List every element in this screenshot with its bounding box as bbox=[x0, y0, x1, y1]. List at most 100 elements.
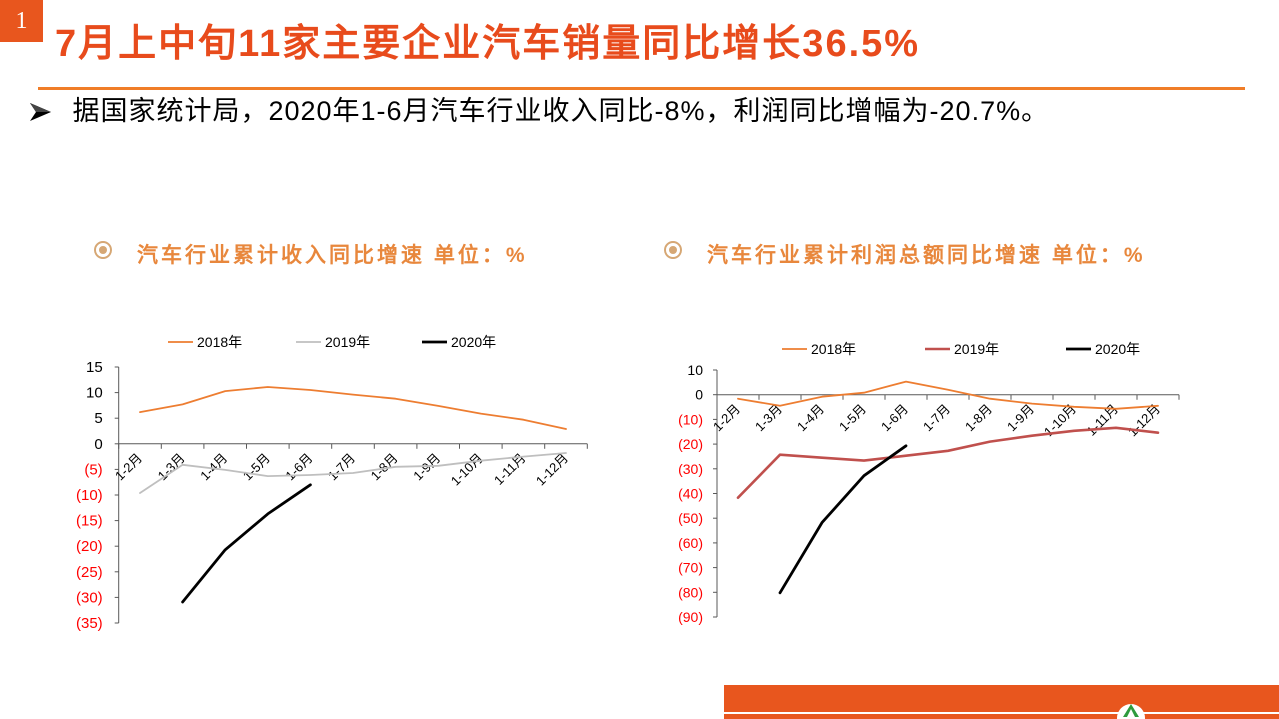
radio-bullet-icon bbox=[94, 241, 112, 259]
data-point-2019 bbox=[266, 474, 270, 478]
data-point-2018 bbox=[1072, 405, 1076, 409]
legend-label-2018: 2018年 bbox=[197, 334, 242, 350]
series-2019 bbox=[736, 426, 1160, 500]
y-tick-label: (25) bbox=[76, 564, 103, 581]
profit-growth-line-chart: 2018年 2019年 2020年 10 0 (10) (20) (30) (40) (50) (6… bbox=[678, 341, 1180, 625]
data-point-2019 bbox=[181, 463, 185, 467]
data-point-2019 bbox=[223, 468, 227, 472]
data-point-2019 bbox=[820, 456, 824, 460]
data-point-2018 bbox=[1030, 402, 1034, 406]
legend-label-2019: 2019年 bbox=[325, 334, 370, 350]
data-point-2020 bbox=[778, 591, 782, 595]
data-point-2018 bbox=[351, 393, 355, 397]
data-point-2020 bbox=[181, 600, 185, 604]
line-2020 bbox=[181, 483, 312, 604]
radio-bullet-icon bbox=[664, 241, 682, 259]
y-tick-label: 5 bbox=[94, 410, 102, 427]
y-tick-label: (30) bbox=[76, 589, 103, 606]
legend-label-2020: 2020年 bbox=[1095, 341, 1140, 357]
x-tick-label: 1-6月 bbox=[282, 450, 315, 483]
series-2018 bbox=[139, 385, 568, 431]
x-tick-label: 1-2月 bbox=[112, 450, 145, 483]
data-point-2018 bbox=[1156, 404, 1160, 408]
y-tick-label: (15) bbox=[76, 513, 103, 530]
chart-1-title: 汽车行业累计收入同比增速 单位：% bbox=[137, 244, 528, 267]
data-point-2019 bbox=[138, 491, 142, 495]
data-point-2020 bbox=[904, 444, 908, 448]
y-tick-label: (70) bbox=[678, 560, 703, 576]
data-point-2020 bbox=[308, 483, 312, 487]
y-tick-label: 0 bbox=[695, 387, 703, 403]
data-point-2018 bbox=[778, 404, 782, 408]
footer-divider bbox=[724, 712, 1279, 714]
data-point-2018 bbox=[904, 380, 908, 384]
series-2020 bbox=[778, 444, 908, 595]
line-2019 bbox=[736, 426, 1160, 499]
data-point-2018 bbox=[223, 389, 227, 393]
data-point-2018 bbox=[266, 385, 270, 389]
legend-label-2020: 2020年 bbox=[451, 334, 496, 350]
legend: 2018年 2019年 2020年 bbox=[782, 341, 1140, 357]
series-2019 bbox=[138, 451, 568, 495]
arrow-bullet-icon bbox=[30, 99, 52, 121]
y-tick-label: (90) bbox=[678, 609, 703, 625]
data-point-2018 bbox=[479, 412, 483, 416]
x-tick-label: 1-3月 bbox=[155, 450, 188, 483]
y-tick-label: 10 bbox=[86, 385, 103, 402]
data-point-2018 bbox=[946, 388, 950, 392]
y-tick-label: (60) bbox=[678, 535, 703, 551]
legend-label-2018: 2018年 bbox=[811, 341, 856, 357]
y-tick-label: (10) bbox=[76, 487, 103, 504]
line-2019 bbox=[139, 452, 567, 494]
data-point-2019 bbox=[862, 459, 866, 463]
data-point-2019 bbox=[521, 455, 525, 459]
data-point-2019 bbox=[436, 464, 440, 468]
y-tick-label: (35) bbox=[76, 615, 103, 632]
data-point-2018 bbox=[394, 397, 398, 401]
data-point-2019 bbox=[1114, 426, 1118, 430]
data-point-2019 bbox=[988, 440, 992, 444]
data-point-2019 bbox=[736, 496, 740, 500]
x-tick-label: 1-6月 bbox=[878, 401, 911, 434]
y-tick-label: 15 bbox=[86, 359, 103, 376]
x-tick-label: 1-7月 bbox=[920, 401, 953, 434]
data-point-2018 bbox=[564, 427, 568, 431]
footer-bar bbox=[724, 685, 1279, 719]
y-tick-label: (5) bbox=[84, 461, 102, 478]
x-tick-label: 1-5月 bbox=[240, 450, 273, 483]
data-point-2020 bbox=[223, 548, 227, 552]
slide-number: 1 bbox=[15, 8, 28, 34]
x-tick-label: 1-10月 bbox=[448, 450, 486, 488]
y-tick-label: (20) bbox=[76, 538, 103, 555]
series-2018 bbox=[736, 380, 1160, 410]
data-point-2019 bbox=[394, 465, 398, 469]
x-tick-label: 1-5月 bbox=[836, 401, 869, 434]
y-axis: 10 0 (10) (20) (30) (40) (50) (60) (70) (80) (90) bbox=[678, 362, 718, 625]
title-underline bbox=[38, 87, 1245, 90]
y-tick-label: (20) bbox=[678, 436, 703, 452]
line-2018 bbox=[737, 380, 1159, 410]
data-point-2020 bbox=[266, 512, 270, 516]
series-2020 bbox=[181, 483, 312, 604]
data-point-2019 bbox=[946, 449, 950, 453]
data-point-2019 bbox=[479, 459, 483, 463]
data-point-2019 bbox=[904, 454, 908, 458]
x-tick-label: 1-9月 bbox=[1004, 401, 1037, 434]
bullet-point: 据国家统计局，2020年1-6月汽车行业收入同比-8%，利润同比增幅为-20.7… bbox=[30, 92, 1049, 130]
data-point-2020 bbox=[862, 474, 866, 478]
data-point-2018 bbox=[736, 397, 740, 401]
data-point-2019 bbox=[564, 451, 568, 455]
y-tick-label: (10) bbox=[678, 411, 703, 427]
data-point-2019 bbox=[1156, 431, 1160, 435]
revenue-growth-line-chart: 2018年 2019年 2020年 15 10 5 0 (5) (10) (15) (20) (25)… bbox=[76, 334, 588, 632]
y-axis: 15 10 5 0 (5) (10) (15) (20) (25) (30) (35) bbox=[76, 359, 120, 632]
legend-label-2019: 2019年 bbox=[954, 341, 999, 357]
data-point-2019 bbox=[351, 471, 355, 475]
y-tick-label: (50) bbox=[678, 510, 703, 526]
x-tick-label: 1-4月 bbox=[794, 401, 827, 434]
y-tick-label: (80) bbox=[678, 584, 703, 600]
y-tick-label: (40) bbox=[678, 486, 703, 502]
data-point-2019 bbox=[1030, 434, 1034, 438]
data-point-2019 bbox=[778, 453, 782, 457]
x-tick-label: 1-2月 bbox=[710, 401, 743, 434]
